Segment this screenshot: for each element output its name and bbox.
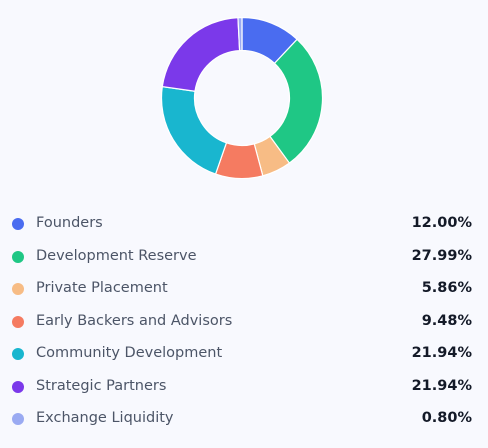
legend-color-dot <box>12 250 24 263</box>
legend-label: Development Reserve <box>36 247 197 264</box>
legend-item[interactable]: Strategic Partners 21.94% <box>0 370 488 403</box>
legend-item[interactable]: Early Backers and Advisors 9.48% <box>0 305 488 338</box>
legend-color-dot <box>12 380 24 393</box>
legend-color-dot <box>12 218 24 230</box>
legend-label: Founders <box>36 215 103 231</box>
legend-value: 27.99% <box>411 247 472 264</box>
legend-label: Early Backers and Advisors <box>36 312 233 329</box>
legend-label: Private Placement <box>36 280 168 296</box>
donut-chart <box>161 17 323 179</box>
legend-label: Strategic Partners <box>36 377 167 394</box>
legend-color-dot <box>12 348 24 360</box>
legend-color-dot <box>12 283 24 295</box>
legend-value: 9.48% <box>421 312 472 329</box>
legend-color-dot <box>12 413 24 425</box>
legend-item[interactable]: Community Development 21.94% <box>0 337 488 370</box>
legend-item[interactable]: Development Reserve 27.99% <box>0 240 488 273</box>
legend-value: 0.80% <box>421 410 472 426</box>
donut-slice-5[interactable] <box>161 85 228 175</box>
legend-label: Community Development <box>36 345 223 361</box>
legend-value: 21.94% <box>411 345 472 361</box>
legend-item[interactable]: Exchange Liquidity 0.80% <box>0 402 488 435</box>
donut-slice-6[interactable] <box>161 17 241 92</box>
legend-color-dot <box>12 315 24 328</box>
chart-legend: Founders 12.00% Development Reserve 27.99% P… <box>0 207 488 435</box>
legend-item[interactable]: Private Placement 5.86% <box>0 272 488 305</box>
legend-label: Exchange Liquidity <box>36 410 174 426</box>
legend-value: 21.94% <box>411 377 472 394</box>
legend-item[interactable]: Founders 12.00% <box>0 207 488 240</box>
donut-slice-7[interactable] <box>237 17 243 52</box>
legend-value: 12.00% <box>411 215 472 231</box>
legend-value: 5.86% <box>421 280 472 296</box>
